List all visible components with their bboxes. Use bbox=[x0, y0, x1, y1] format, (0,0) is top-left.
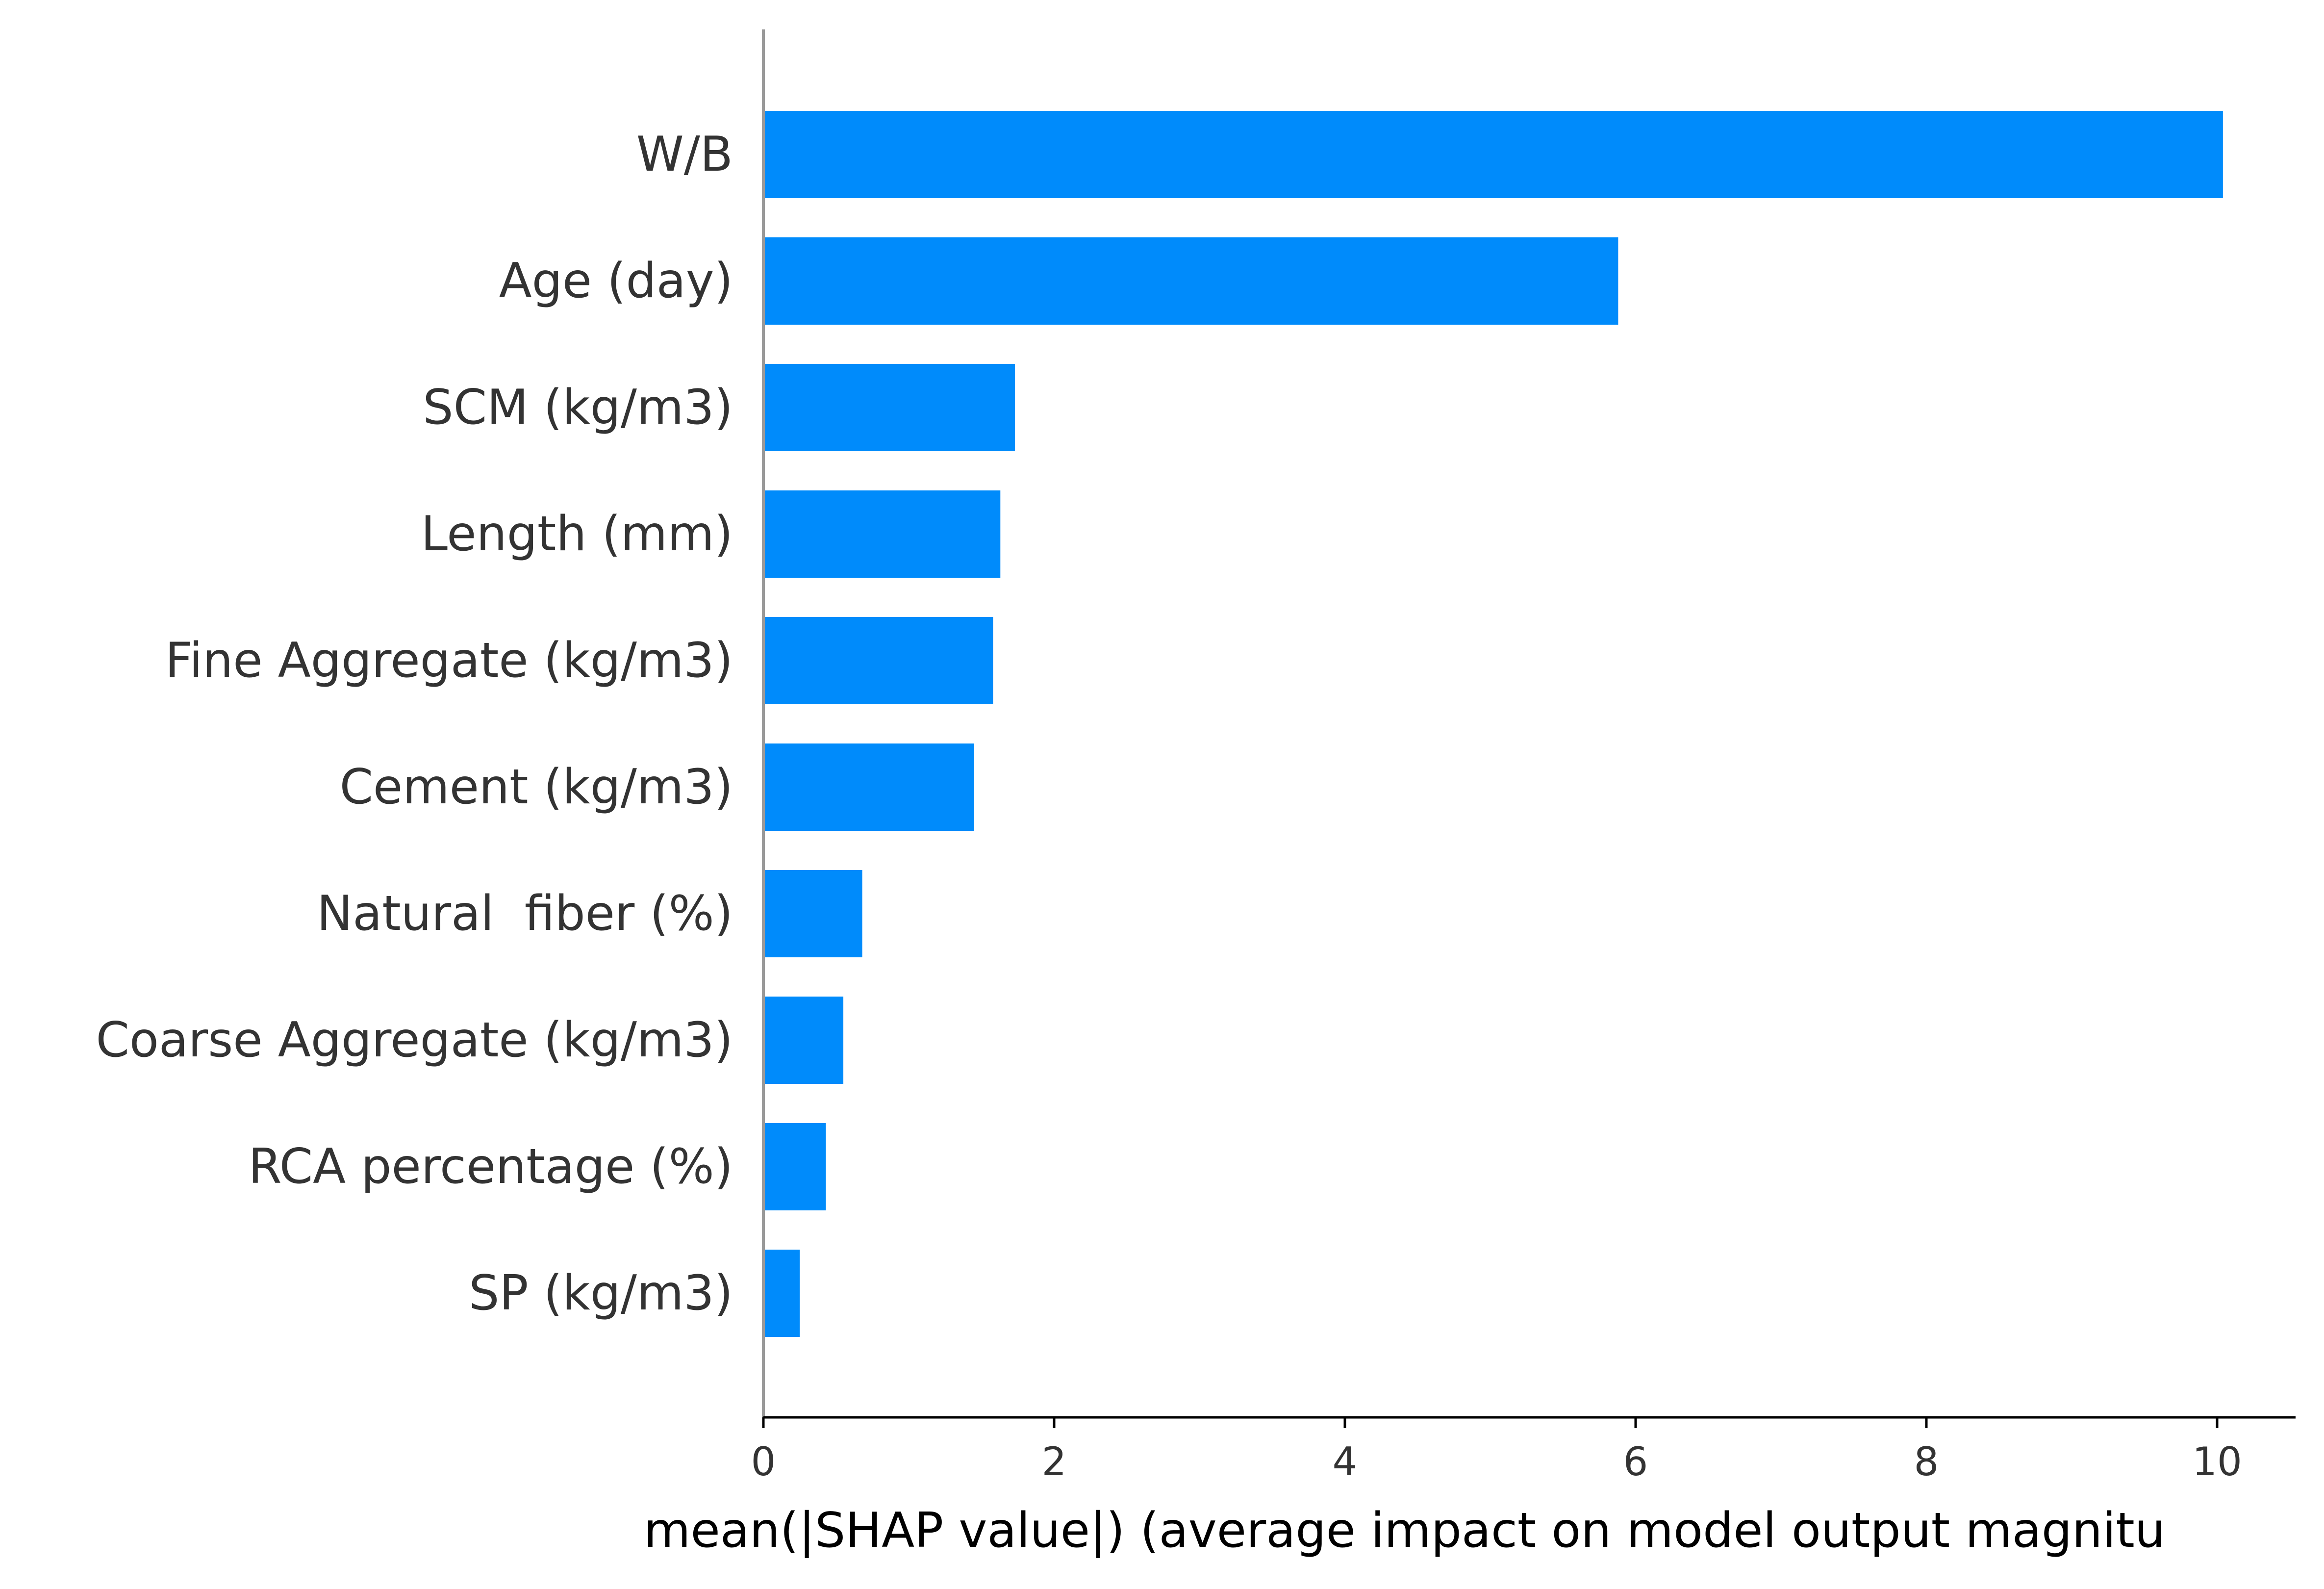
bar bbox=[763, 997, 844, 1084]
bar bbox=[763, 1123, 826, 1210]
x-tick-label: 0 bbox=[751, 1439, 776, 1485]
category-label: Age (day) bbox=[499, 253, 733, 309]
category-label: SP (kg/m3) bbox=[469, 1265, 733, 1321]
x-tick-label: 2 bbox=[1042, 1439, 1067, 1485]
bars-group bbox=[763, 111, 2223, 1337]
category-labels-group: W/B Age (day) SCM (kg/m3) Length (mm) Fine A… bbox=[96, 127, 733, 1321]
bar bbox=[763, 111, 2223, 198]
bar bbox=[763, 617, 993, 704]
category-label: Fine Aggregate (kg/m3) bbox=[165, 633, 733, 689]
x-tick-label: 10 bbox=[2192, 1439, 2242, 1485]
category-label: W/B bbox=[636, 127, 733, 182]
category-label: Cement (kg/m3) bbox=[340, 759, 733, 815]
bar bbox=[763, 870, 862, 957]
x-axis-title: mean(|SHAP value|) (average impact on mo… bbox=[644, 1503, 2165, 1559]
x-tick-label: 6 bbox=[1623, 1439, 1648, 1485]
category-label: Natural fiber (%) bbox=[317, 886, 733, 942]
bar bbox=[763, 743, 974, 831]
category-label: Coarse Aggregate (kg/m3) bbox=[96, 1012, 733, 1068]
bar bbox=[763, 1250, 800, 1337]
bar bbox=[763, 364, 1015, 451]
bar bbox=[763, 490, 1001, 578]
x-ticks-group: 0 2 4 6 8 10 bbox=[751, 1417, 2242, 1485]
bar bbox=[763, 237, 1618, 325]
category-label: Length (mm) bbox=[421, 506, 733, 562]
category-label: RCA percentage (%) bbox=[249, 1139, 733, 1195]
x-tick-label: 8 bbox=[1914, 1439, 1939, 1485]
x-tick-label: 4 bbox=[1333, 1439, 1358, 1485]
category-label: SCM (kg/m3) bbox=[423, 380, 733, 436]
